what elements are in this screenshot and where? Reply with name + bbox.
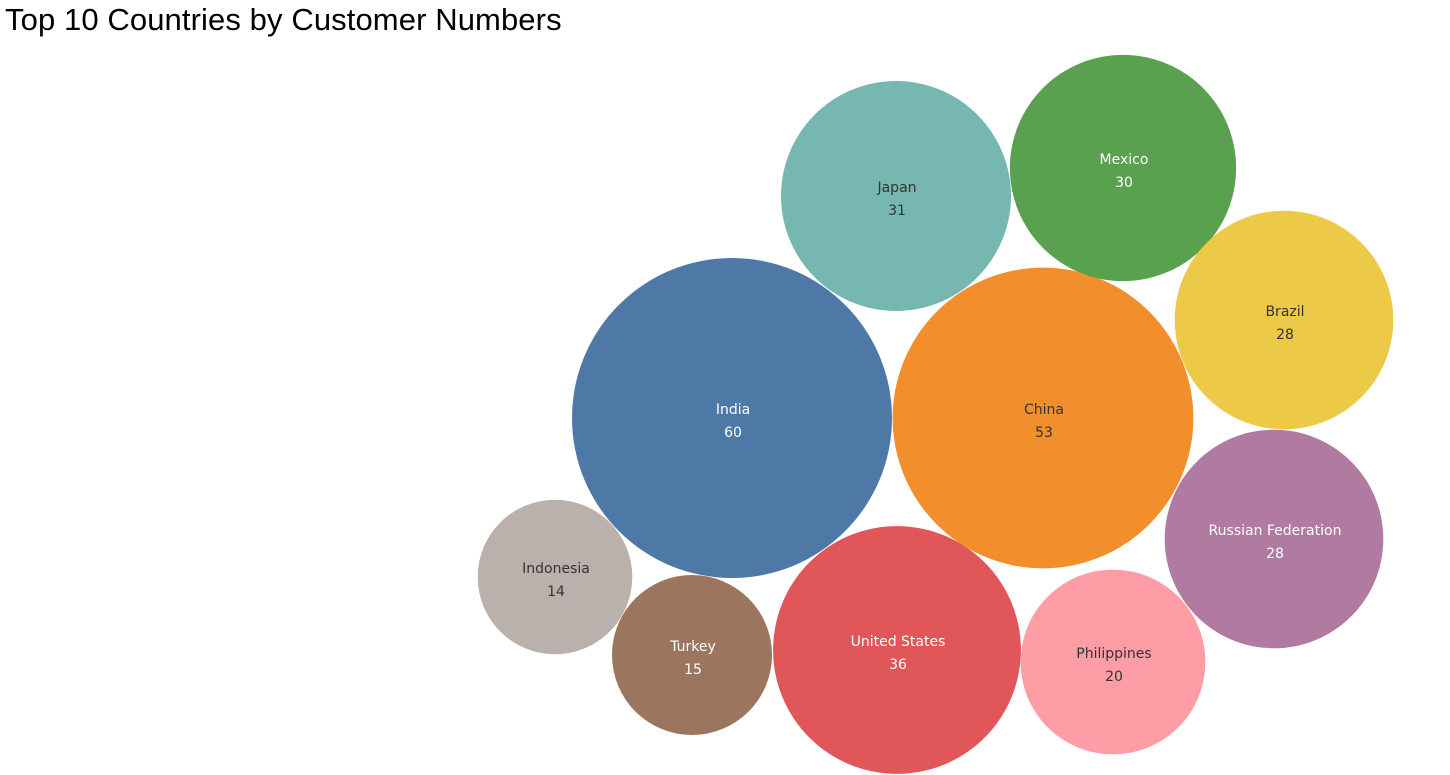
bubble-name-label: Philippines [1076,646,1151,662]
bubble-name-label: Brazil [1265,304,1304,320]
bubble-circle-india[interactable] [572,258,892,578]
bubble-brazil[interactable]: Brazil 28 [1174,210,1394,430]
bubble-circle-brazil[interactable] [1174,210,1394,430]
bubble-china[interactable]: China 53 [892,267,1194,569]
bubble-name-label: Japan [876,180,916,196]
bubble-circle-philippines[interactable] [1020,569,1206,755]
bubble-value-label: 60 [724,425,742,441]
chart-title: Top 10 Countries by Customer Numbers [5,2,562,37]
bubble-name-label: China [1024,402,1064,418]
bubble-russian-federation[interactable]: Russian Federation 28 [1164,429,1384,649]
bubble-circle-mexico[interactable] [1009,54,1237,282]
bubble-name-label: Turkey [669,639,716,655]
bubble-philippines[interactable]: Philippines 20 [1020,569,1206,755]
bubble-value-label: 30 [1115,175,1133,191]
bubble-turkey[interactable]: Turkey 15 [612,575,772,735]
bubble-name-label: Mexico [1100,152,1149,168]
bubble-indonesia[interactable]: Indonesia 14 [477,499,633,655]
bubble-name-label: Russian Federation [1209,523,1342,539]
bubble-name-label: Indonesia [522,561,590,577]
bubble-value-label: 36 [889,657,907,673]
bubble-circle-indonesia[interactable] [477,499,633,655]
bubble-name-label: United States [851,634,946,650]
bubble-value-label: 28 [1266,546,1284,562]
bubble-united-states[interactable]: United States 36 [773,526,1021,774]
bubble-value-label: 53 [1035,425,1053,441]
bubble-circle-turkey[interactable] [612,575,772,735]
bubble-japan[interactable]: Japan 31 [780,80,1012,312]
bubble-circle-united-states[interactable] [773,526,1021,774]
bubble-value-label: 20 [1105,669,1123,685]
bubble-circle-japan[interactable] [780,80,1012,312]
bubble-name-label: India [716,402,750,418]
bubble-india[interactable]: India 60 [572,258,892,578]
bubble-circle-russian-federation[interactable] [1164,429,1384,649]
bubble-value-label: 28 [1276,327,1294,343]
bubble-value-label: 31 [888,203,906,219]
bubble-mexico[interactable]: Mexico 30 [1009,54,1237,282]
bubble-circle-china[interactable] [892,267,1194,569]
bubble-value-label: 15 [684,662,702,678]
bubble-value-label: 14 [547,584,565,600]
